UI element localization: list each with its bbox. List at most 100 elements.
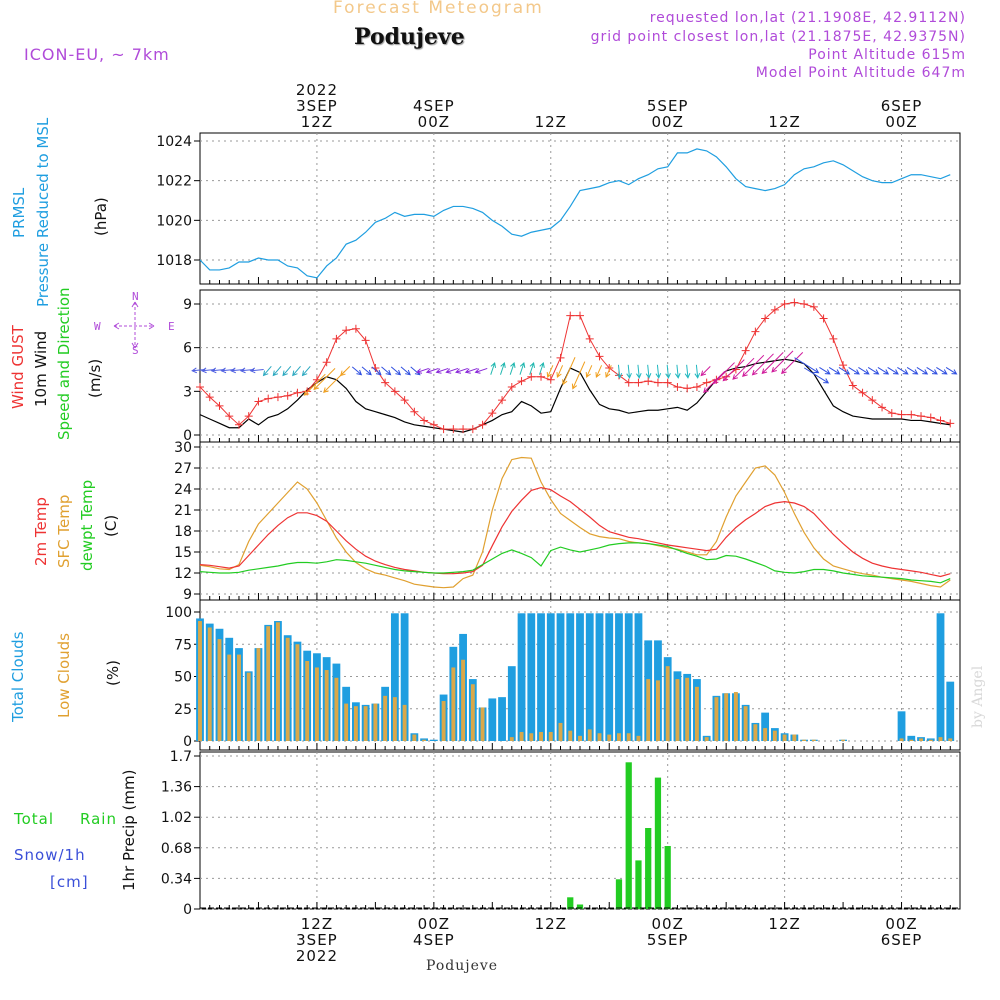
y-tick-label: 75: [174, 637, 192, 653]
y-tick-label: 0: [183, 902, 192, 918]
wind-direction-arrow: [936, 366, 948, 375]
wind-10m-label: 10m Wind: [32, 330, 50, 407]
total-cloud-bar: [488, 698, 497, 741]
time-label-top: 5SEP 00Z: [647, 97, 689, 131]
wind-direction-arrow: [292, 366, 301, 377]
wind-direction-arrow: [794, 357, 820, 374]
point-altitude: Point Altitude 615m: [808, 47, 966, 63]
y-tick-label: 9: [183, 297, 192, 313]
y-tick-label: 50: [174, 670, 192, 686]
low-cloud-bar: [626, 733, 631, 741]
low-cloud-bar: [724, 693, 729, 741]
wind-compass: N S W E: [92, 290, 175, 360]
wind-direction-arrow: [381, 366, 392, 376]
low-cloud-bar: [841, 739, 846, 741]
wind-direction-arrow: [665, 364, 671, 379]
low-cloud-bar: [919, 738, 923, 741]
wind-direction-arrow: [858, 366, 870, 375]
gust-marker: [342, 326, 351, 335]
y-tick-label: 0.68: [161, 841, 192, 857]
low-cloud-bar: [470, 684, 475, 741]
t2m-label: 2m Temp: [32, 497, 50, 566]
gust-marker: [244, 412, 253, 421]
wind-direction-arrow: [529, 361, 536, 375]
wind-direction-arrow: [906, 366, 919, 375]
series-prmsl: [199, 148, 951, 279]
wind-direction-arrow: [371, 366, 382, 376]
total-clouds-label: Total Clouds: [9, 631, 27, 722]
gust-marker: [790, 298, 799, 307]
y-tick-label: 12: [174, 566, 192, 582]
gust-marker: [390, 387, 399, 396]
gust-marker: [946, 419, 955, 428]
time-label-bottom: 12Z 3SEP 2022: [296, 915, 338, 965]
wind-direction-arrow: [694, 364, 701, 379]
low-cloud-bar: [344, 703, 349, 741]
wind-direction-arrow: [474, 367, 488, 374]
gust-marker: [556, 353, 565, 362]
low-cloud-bar: [743, 706, 748, 741]
wind-direction-arrow: [867, 366, 880, 375]
gust-marker: [800, 300, 809, 308]
gust-marker: [566, 311, 575, 320]
low-cloud-bar: [656, 680, 660, 741]
low-cloud-bar: [558, 722, 563, 741]
gust-marker: [449, 425, 458, 434]
wind-direction-arrow: [455, 367, 468, 374]
low-cloud-bar: [587, 729, 592, 741]
time-label-top: 2022 3SEP 12Z: [296, 81, 338, 131]
wind-direction-arrow: [500, 361, 506, 375]
gust-marker: [478, 420, 487, 429]
wind-direction-arrow: [732, 357, 755, 380]
low-cloud-bar: [217, 639, 222, 741]
gust-marker: [293, 388, 302, 397]
gust-marker: [868, 396, 877, 405]
low-cloud-bar: [256, 648, 261, 741]
low-cloud-bar: [412, 734, 417, 741]
low-cloud-bar: [646, 679, 651, 741]
wind-direction-arrow: [272, 366, 282, 377]
rain-bar: [576, 904, 584, 909]
gust-marker: [819, 314, 828, 323]
gust-marker: [741, 346, 750, 355]
wind-direction-arrow: [282, 366, 292, 377]
total-cloud-bar: [566, 613, 575, 741]
series-sfc-temp: [199, 456, 951, 589]
sfc-temp-label: SFC Temp: [55, 494, 73, 568]
time-label-bottom: 00Z 4SEP: [413, 915, 455, 949]
rain-bar: [567, 897, 574, 909]
gust-marker: [517, 377, 526, 386]
low-cloud-bar: [578, 735, 582, 741]
gust-marker: [917, 412, 926, 421]
low-cloud-bar: [928, 739, 933, 741]
low-cloud-bar: [246, 672, 251, 741]
total-cloud-bar: [926, 738, 935, 741]
wind-direction-arrow: [390, 366, 402, 376]
y-tick-label: 1.36: [161, 780, 192, 796]
time-label-bottom: 00Z 5SEP: [647, 915, 689, 949]
low-cloud-bar: [802, 739, 807, 741]
total-cloud-bar: [556, 613, 565, 741]
low-cloud-bar: [539, 731, 543, 741]
wind-direction-arrow: [712, 362, 735, 385]
gust-marker: [653, 378, 662, 387]
low-cloud-bar: [529, 733, 534, 741]
gust-marker: [459, 425, 468, 434]
total-cloud-bar: [907, 735, 916, 741]
gust-marker: [410, 407, 419, 416]
chart-subtitle: Forecast Meteogram: [333, 0, 544, 18]
rain-bar: [635, 860, 642, 909]
panel-frame: [199, 751, 961, 910]
y-tick-label: 15: [174, 545, 192, 561]
wind-direction-arrow: [897, 366, 909, 375]
low-cloud-bar: [363, 706, 368, 741]
total-cloud-bar: [595, 613, 604, 741]
total-cloud-bar: [576, 613, 584, 741]
gust-marker: [731, 365, 740, 374]
gust-marker: [507, 382, 516, 391]
wind-direction-arrow: [519, 361, 526, 375]
low-cloud-bar: [948, 738, 953, 741]
gust-marker: [780, 300, 789, 308]
total-cloud-bar: [507, 666, 516, 741]
